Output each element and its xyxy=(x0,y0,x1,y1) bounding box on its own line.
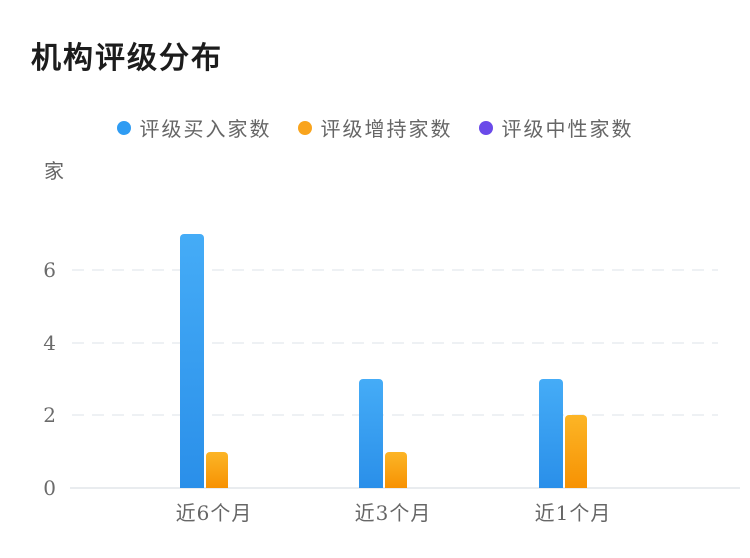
legend-item-label: 评级中性家数 xyxy=(501,119,634,141)
bar-group-近6个月 xyxy=(180,234,228,488)
y-tick-label: 6 xyxy=(43,258,56,283)
x-tick-label-近6个月: 近6个月 xyxy=(175,501,253,525)
bar-评级买入家数-近3个月[interactable] xyxy=(359,379,383,488)
legend-item-label: 评级增持家数 xyxy=(320,119,453,141)
legend-dot-icon xyxy=(116,120,131,135)
chart-legend: 评级买入家数 评级增持家数 评级中性家数 xyxy=(0,113,750,142)
legend-item-label: 评级买入家数 xyxy=(139,119,272,141)
gridline xyxy=(72,269,718,272)
legend-item-0[interactable]: 评级买入家数 xyxy=(116,113,272,142)
y-tick-label: 4 xyxy=(43,330,56,355)
bar-group-近1个月 xyxy=(539,379,587,488)
legend-dot-icon xyxy=(478,120,493,135)
y-axis-unit-label: 家 xyxy=(44,161,64,183)
bar-评级增持家数-近6个月[interactable] xyxy=(206,452,228,488)
x-tick-label-近1个月: 近1个月 xyxy=(534,501,612,525)
y-tick-label: 0 xyxy=(43,476,56,500)
y-tick-label: 2 xyxy=(43,403,56,428)
x-axis-line xyxy=(70,487,740,489)
bar-评级增持家数-近1个月[interactable] xyxy=(565,415,587,488)
x-tick-label-近3个月: 近3个月 xyxy=(354,501,432,525)
legend-item-2[interactable]: 评级中性家数 xyxy=(478,113,634,142)
bar-评级买入家数-近1个月[interactable] xyxy=(539,379,563,488)
bar-group-近3个月 xyxy=(359,379,407,488)
chart-title: 机构评级分布 xyxy=(31,42,223,75)
bar-评级增持家数-近3个月[interactable] xyxy=(385,452,407,488)
bar-评级买入家数-近6个月[interactable] xyxy=(180,234,204,488)
gridline xyxy=(72,341,718,344)
gridline xyxy=(72,414,718,417)
legend-item-1[interactable]: 评级增持家数 xyxy=(297,113,453,142)
legend-dot-icon xyxy=(297,120,312,135)
